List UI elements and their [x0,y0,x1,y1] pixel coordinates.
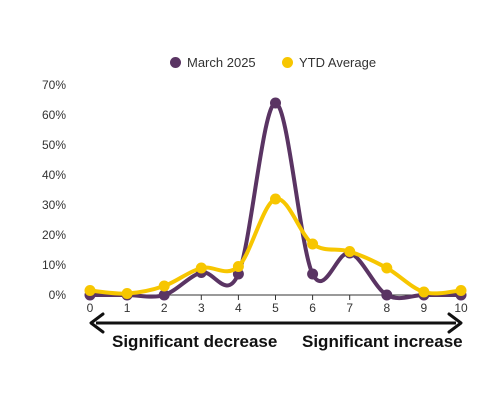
y-tick-label: 30% [42,198,66,212]
x-tick-label: 5 [272,301,279,315]
x-tick-label: 10 [454,301,468,315]
data-point-march [381,289,393,301]
legend-item-march: March 2025 [170,55,256,70]
legend-label-ytd: YTD Average [299,55,377,70]
x-tick-label: 7 [346,301,353,315]
legend-swatch-march [170,57,181,68]
x-tick-label: 9 [421,301,428,315]
data-point-ytd [270,193,281,205]
x-tick-label: 8 [383,301,390,315]
data-point-ytd [232,261,244,272]
x-tick-label: 6 [309,301,316,315]
legend-label-march: March 2025 [187,55,256,70]
x-tick-label: 3 [198,301,205,315]
data-point-ytd [381,262,393,274]
data-point-ytd [455,285,467,296]
legend-item-ytd: YTD Average [282,55,376,70]
y-tick-label: 60% [42,108,66,122]
data-point-ytd [195,262,207,274]
scale-arrow-right-head [447,312,463,334]
y-tick-label: 0% [49,288,67,302]
y-tick-label: 50% [42,138,66,152]
data-point-march [158,289,170,301]
scale-arrow-left-head [89,312,105,334]
x-tick-label: 4 [235,301,242,315]
legend-swatch-ytd [282,57,293,68]
series-line-ytd [88,196,463,296]
data-point-ytd [344,246,356,257]
data-point-march [307,268,319,280]
data-point-ytd [121,288,133,299]
x-tick-label: 1 [124,301,131,315]
data-point-ytd [84,285,96,296]
y-tick-label: 70% [42,78,66,92]
data-point-ytd [158,280,170,292]
y-tick-label: 10% [42,258,66,272]
data-point-ytd [307,238,319,250]
range-label-increase: Significant increase [302,332,463,351]
range-label-decrease: Significant decrease [112,332,278,351]
data-point-ytd [418,286,430,298]
y-tick-label: 20% [42,228,66,242]
data-point-march [270,97,281,109]
y-tick-label: 40% [42,168,66,182]
x-tick-label: 2 [161,301,168,315]
x-tick-label: 0 [87,301,94,315]
